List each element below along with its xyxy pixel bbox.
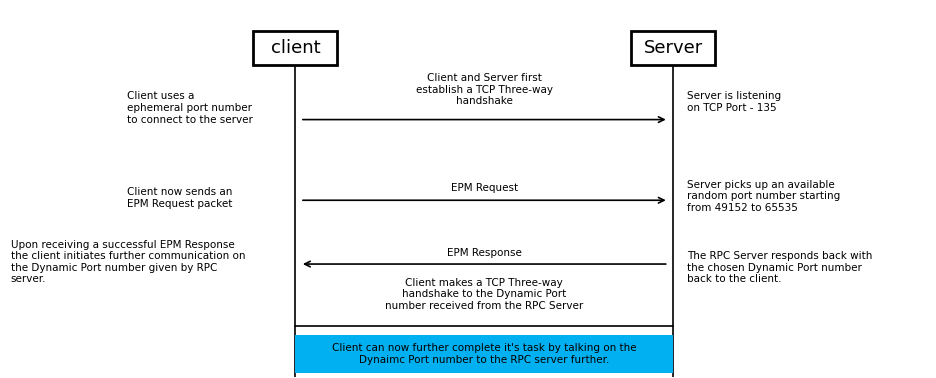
Text: client: client: [271, 39, 320, 57]
Text: EPM Request: EPM Request: [451, 183, 518, 193]
Text: Client and Server first
establish a TCP Three-way
handshake: Client and Server first establish a TCP …: [416, 73, 553, 107]
Text: Server is listening
on TCP Port - 135: Server is listening on TCP Port - 135: [687, 91, 782, 113]
Text: Client can now further complete it's task by talking on the
Dynaimc Port number : Client can now further complete it's tas…: [332, 343, 636, 365]
Text: Server: Server: [644, 39, 703, 57]
Text: Upon receiving a successful EPM Response
the client initiates further communicat: Upon receiving a successful EPM Response…: [10, 240, 245, 285]
Text: EPM Response: EPM Response: [446, 248, 521, 259]
Text: Client makes a TCP Three-way
handshake to the Dynamic Port
number received from : Client makes a TCP Three-way handshake t…: [386, 278, 583, 311]
Text: Client uses a
ephemeral port number
to connect to the server: Client uses a ephemeral port number to c…: [127, 91, 254, 125]
Text: Client now sends an
EPM Request packet: Client now sends an EPM Request packet: [127, 187, 233, 209]
Text: The RPC Server responds back with
the chosen Dynamic Port number
back to the cli: The RPC Server responds back with the ch…: [687, 251, 872, 284]
Text: Server picks up an available
random port number starting
from 49152 to 65535: Server picks up an available random port…: [687, 180, 841, 213]
Bar: [631, 31, 715, 65]
Bar: [254, 31, 337, 65]
Bar: [296, 335, 673, 373]
